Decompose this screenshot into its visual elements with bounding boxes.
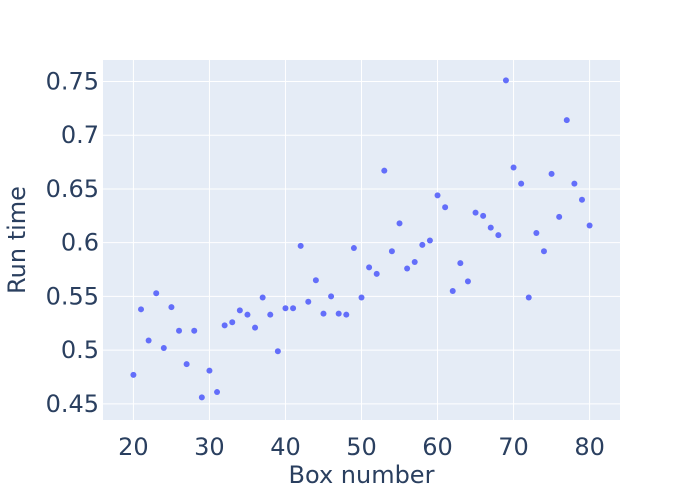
data-point[interactable]: [221, 322, 228, 329]
y-tick-label: 0.5: [61, 336, 99, 364]
y-tick-label: 0.75: [46, 67, 99, 95]
data-point[interactable]: [388, 248, 395, 255]
data-point[interactable]: [556, 213, 563, 220]
data-point[interactable]: [366, 264, 373, 271]
data-point[interactable]: [404, 265, 411, 272]
data-point[interactable]: [160, 345, 167, 351]
data-point[interactable]: [434, 192, 441, 199]
data-point[interactable]: [274, 348, 281, 355]
data-point[interactable]: [191, 327, 198, 334]
data-point[interactable]: [464, 278, 471, 285]
data-point[interactable]: [335, 310, 342, 317]
data-point[interactable]: [381, 167, 388, 174]
data-point[interactable]: [229, 319, 236, 326]
data-point[interactable]: [206, 367, 213, 374]
y-tick-labels: 0.45 0.5 0.55 0.6 0.65 0.7 0.75: [46, 67, 99, 417]
x-tick-label: 20: [118, 433, 149, 461]
y-tick-label: 0.6: [61, 229, 99, 257]
data-point[interactable]: [183, 361, 190, 368]
y-tick-label: 0.55: [46, 282, 99, 310]
points: [130, 77, 593, 401]
data-point[interactable]: [396, 220, 403, 227]
data-point[interactable]: [138, 306, 145, 313]
data-point[interactable]: [343, 311, 350, 318]
data-point[interactable]: [419, 241, 426, 248]
y-tick-label: 0.7: [61, 121, 99, 149]
data-point[interactable]: [145, 337, 152, 344]
data-point[interactable]: [252, 324, 259, 331]
data-point[interactable]: [540, 248, 547, 255]
x-tick-label: 60: [422, 433, 453, 461]
data-point[interactable]: [297, 242, 304, 249]
data-point[interactable]: [259, 294, 266, 301]
x-tick-label: 70: [498, 433, 529, 461]
data-point[interactable]: [168, 304, 175, 311]
data-point[interactable]: [153, 290, 160, 297]
data-point[interactable]: [305, 298, 312, 305]
x-axis-title: Box number: [289, 461, 435, 489]
data-point[interactable]: [518, 180, 525, 187]
x-tick-labels: 20 30 40 50 60 70 80: [118, 433, 605, 461]
data-point[interactable]: [533, 230, 540, 237]
data-point[interactable]: [198, 394, 205, 401]
data-point[interactable]: [480, 212, 487, 219]
data-point[interactable]: [290, 305, 297, 312]
data-point[interactable]: [244, 311, 251, 318]
data-point[interactable]: [312, 277, 319, 284]
data-point[interactable]: [130, 371, 137, 378]
x-tick-label: 80: [574, 433, 605, 461]
data-point[interactable]: [282, 305, 289, 312]
data-point[interactable]: [502, 77, 509, 84]
data-point[interactable]: [373, 270, 380, 277]
data-point[interactable]: [457, 260, 464, 267]
y-tick-label: 0.45: [46, 390, 99, 418]
data-point[interactable]: [267, 311, 274, 318]
x-tick-label: 50: [346, 433, 377, 461]
data-point[interactable]: [586, 222, 593, 229]
data-point[interactable]: [214, 389, 221, 396]
data-point[interactable]: [442, 204, 449, 211]
data-point[interactable]: [563, 117, 570, 124]
data-point[interactable]: [578, 196, 585, 203]
data-point[interactable]: [236, 307, 243, 314]
data-point[interactable]: [495, 232, 502, 239]
data-point[interactable]: [525, 294, 532, 301]
data-point[interactable]: [472, 209, 479, 216]
data-point[interactable]: [487, 224, 494, 231]
data-point[interactable]: [426, 237, 433, 244]
y-tick-label: 0.65: [46, 175, 99, 203]
data-point[interactable]: [328, 293, 335, 300]
data-point[interactable]: [411, 259, 418, 266]
data-point[interactable]: [548, 170, 555, 177]
x-tick-label: 40: [270, 433, 301, 461]
data-point[interactable]: [350, 245, 357, 252]
data-point[interactable]: [510, 164, 517, 171]
data-point[interactable]: [176, 327, 183, 334]
data-point[interactable]: [449, 288, 456, 295]
data-point[interactable]: [358, 294, 365, 301]
data-point[interactable]: [320, 310, 327, 317]
data-point[interactable]: [571, 180, 578, 187]
x-tick-label: 30: [194, 433, 225, 461]
y-axis-title: Run time: [3, 186, 31, 294]
